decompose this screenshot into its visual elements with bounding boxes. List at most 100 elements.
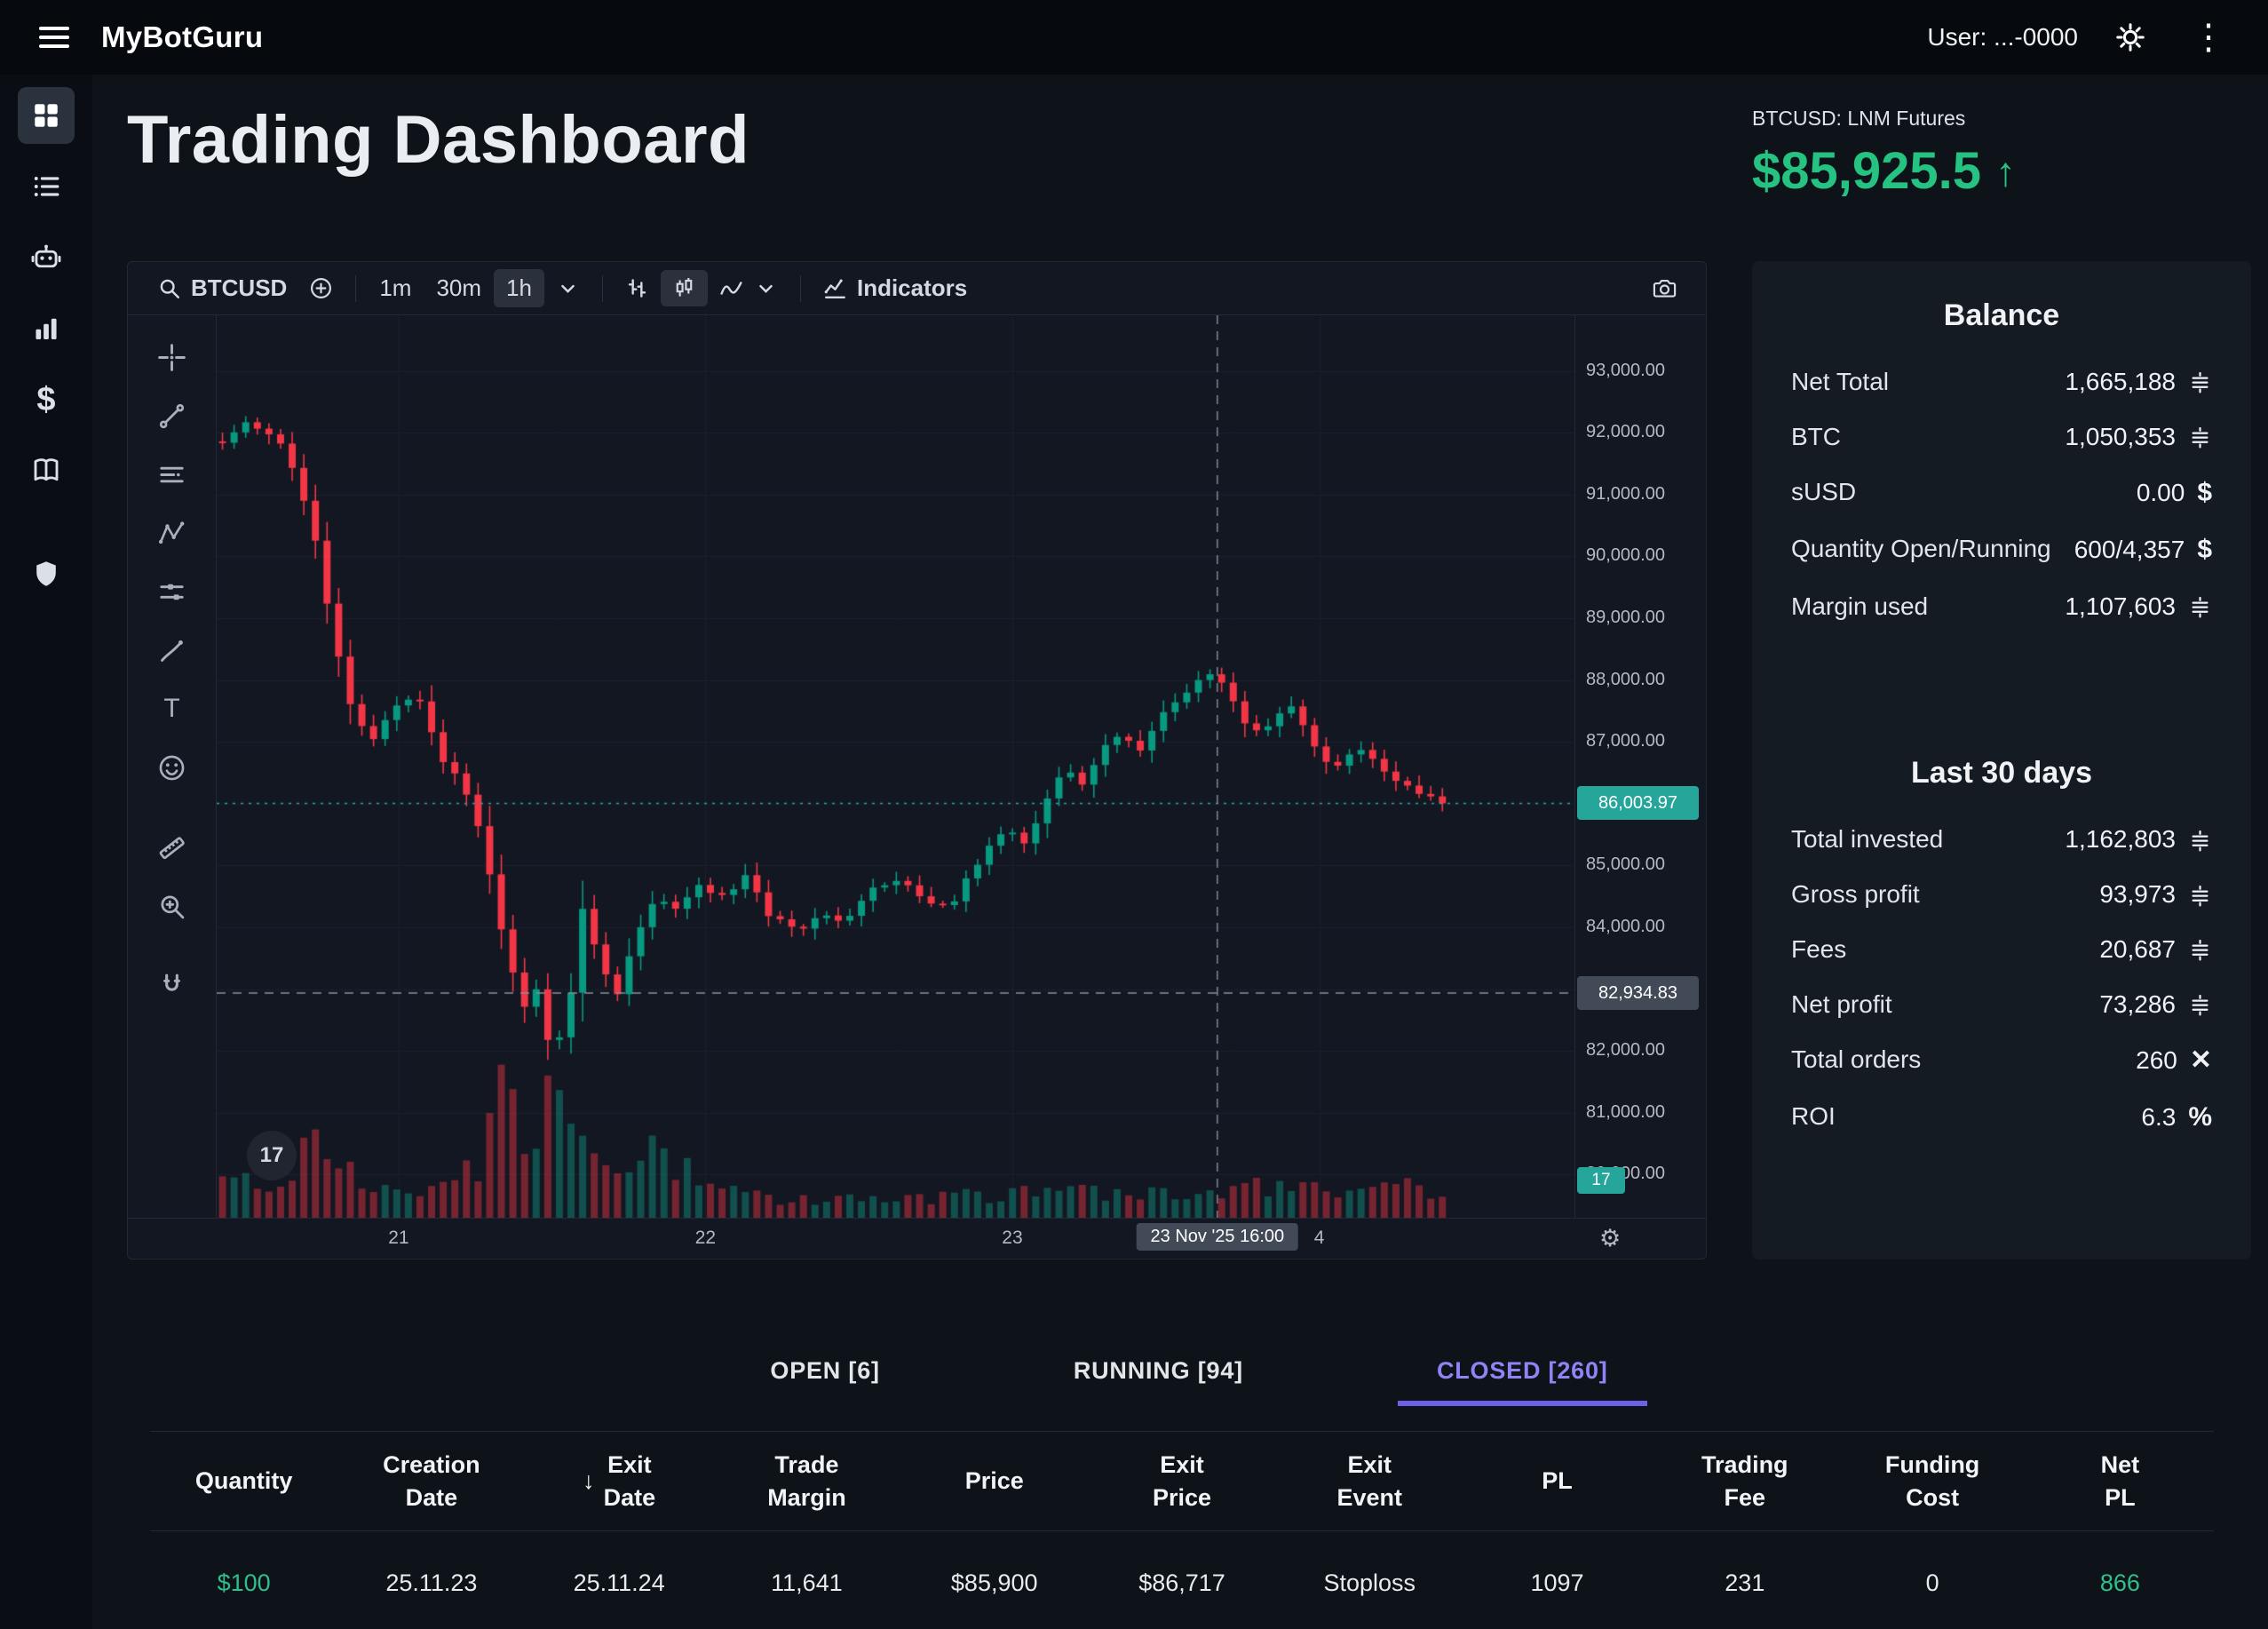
sidebar-item-stats[interactable]: [18, 300, 75, 357]
chart-plot-area[interactable]: 17: [217, 315, 1574, 1218]
balance-row-label: Net Total: [1791, 368, 1889, 395]
tradingview-logo[interactable]: 17: [247, 1131, 297, 1180]
trend-line-tool-button[interactable]: [147, 386, 198, 445]
crosshair-icon: [158, 343, 186, 371]
area-style-button[interactable]: [708, 270, 789, 306]
column-header[interactable]: PL: [1463, 1465, 1651, 1498]
balance-row-label: BTC: [1791, 422, 1841, 450]
column-header[interactable]: ↓ Exit Date: [526, 1449, 713, 1514]
time-tick-label: 22: [694, 1228, 717, 1248]
sats-icon: [2188, 594, 2212, 618]
shield-icon: [36, 561, 56, 586]
indicators-button[interactable]: Indicators: [812, 269, 978, 307]
column-header[interactable]: Net PL: [2026, 1449, 2214, 1514]
value-text: 93,973: [2099, 880, 2176, 909]
balance-rows: Net Total 1,665,188: [1791, 365, 2212, 623]
sats-icon: [2188, 370, 2212, 393]
candle-style-icon: [676, 278, 693, 297]
magnet-tool-button[interactable]: [147, 957, 198, 1015]
tradingview-glyph: 17: [259, 1143, 284, 1167]
horizontal-lines-tool-button[interactable]: [147, 445, 198, 504]
timeframe-1h-button[interactable]: 1h: [494, 269, 544, 307]
column-header[interactable]: Trade Margin: [713, 1449, 900, 1514]
ruler-tool-button[interactable]: [147, 818, 198, 877]
brush-tool-button[interactable]: [147, 621, 198, 679]
kebab-icon: ⋮: [2191, 18, 2226, 57]
chart-panel: BTCUSD 1m 30m 1h: [127, 261, 1707, 1259]
column-header[interactable]: Exit Event: [1276, 1449, 1463, 1514]
tab-running[interactable]: RUNNING [94]: [1035, 1345, 1282, 1406]
candlestick-chart-canvas[interactable]: [217, 315, 1574, 1218]
timeframe-1m-button[interactable]: 1m: [367, 269, 424, 307]
ticker-label: BTCUSD: LNM Futures: [1752, 107, 1966, 130]
ticker-price-value: $85,925.5: [1752, 142, 1982, 200]
pattern-tool-button[interactable]: [147, 504, 198, 562]
sidebar-item-orders[interactable]: [18, 158, 75, 215]
value-text: 260: [2136, 1045, 2177, 1074]
price-tick-label: 89,000.00: [1586, 607, 1665, 627]
sidebar-item-finance[interactable]: $: [18, 371, 75, 428]
value-text: 1,665,188: [2065, 368, 2176, 395]
stats-row-label: ROI: [1791, 1102, 1836, 1131]
app-title: MyBotGuru: [101, 20, 264, 53]
sidebar-item-bots[interactable]: [18, 229, 75, 286]
price-tick-label: 82,000.00: [1586, 1040, 1665, 1061]
chart-settings-button[interactable]: ⚙: [1599, 1225, 1621, 1252]
column-header[interactable]: Trading Fee: [1651, 1449, 1838, 1514]
header-line-1: Trade: [774, 1450, 839, 1478]
more-menu-button[interactable]: ⋮: [2183, 12, 2234, 63]
bar-style-button[interactable]: [614, 270, 661, 306]
symbol-search-button[interactable]: BTCUSD: [146, 269, 297, 307]
header-line-2: Event: [1336, 1483, 1403, 1511]
price-axis[interactable]: 93,000.00 92,000.00 91,000.00 90,000.00 89,0…: [1574, 315, 1706, 1218]
orders-table-body: $100 25.11.23 25.11.24 11,641 $85,900 $8…: [150, 1531, 2214, 1629]
sidebar-item-security[interactable]: [18, 545, 75, 602]
header-line-1: Exit: [1347, 1450, 1392, 1478]
toolbar-separator: [799, 274, 801, 302]
table-row[interactable]: $100 25.11.23 25.11.24 11,641 $85,900 $8…: [150, 1531, 2214, 1629]
column-header[interactable]: Exit Price: [1088, 1449, 1275, 1514]
candle-style-button[interactable]: [660, 270, 708, 306]
area-style-icon: [720, 282, 742, 295]
column-header[interactable]: Creation Date: [337, 1449, 525, 1514]
price-tick-label: 88,000.00: [1586, 669, 1665, 689]
sidebar-item-docs[interactable]: [18, 442, 75, 499]
ticker: BTCUSD: LNM Futures $85,925.5 ↑: [1752, 101, 2251, 201]
timeframe-dropdown-button[interactable]: [544, 270, 591, 306]
timeframe-30m-button[interactable]: 30m: [424, 269, 494, 307]
time-axis[interactable]: 21 22 23 4 23 Nov '25 16:00 ⚙: [128, 1218, 1706, 1259]
cell-pl: 1097: [1530, 1569, 1584, 1596]
emoji-tool-button[interactable]: [147, 738, 198, 797]
theme-toggle-button[interactable]: [2105, 12, 2156, 63]
zoom-tool-button[interactable]: [147, 877, 198, 935]
sats-icon: [2188, 828, 2212, 852]
tab-open[interactable]: OPEN [6]: [731, 1345, 918, 1406]
price-tick-label: 93,000.00: [1586, 360, 1665, 380]
column-header[interactable]: Quantity: [150, 1465, 337, 1498]
menu-icon[interactable]: [34, 16, 75, 59]
header-line-2: PL: [2105, 1483, 2136, 1511]
compare-add-button[interactable]: [297, 270, 345, 306]
stats-row-label: Net profit: [1791, 989, 1892, 1018]
price-up-arrow-icon: ↑: [1995, 147, 2017, 195]
column-header[interactable]: Price: [900, 1465, 1088, 1498]
header-line-2: Fee: [1724, 1483, 1766, 1511]
price-tick-label: 84,000.00: [1586, 916, 1665, 936]
unit-glyph: $: [2197, 477, 2212, 507]
tab-closed[interactable]: CLOSED [260]: [1397, 1345, 1647, 1406]
snapshot-button[interactable]: [1641, 270, 1688, 306]
price-tick-label: 92,000.00: [1586, 422, 1665, 442]
sats-icon: [2188, 425, 2212, 449]
cell-exit-price: $86,717: [1138, 1569, 1225, 1596]
text-tool-button[interactable]: T: [147, 679, 198, 738]
time-tick-label: 23: [1002, 1228, 1023, 1248]
crosshair-tool-button[interactable]: [147, 328, 198, 386]
value-text: 73,286: [2099, 989, 2176, 1018]
forecast-tool-button[interactable]: [147, 562, 198, 621]
stats-row-value: 6.3 %: [2141, 1100, 2212, 1136]
cell-exit-event: Stoploss: [1323, 1569, 1416, 1596]
column-header[interactable]: Funding Cost: [1838, 1449, 2026, 1514]
value-text: 1,050,353: [2065, 422, 2176, 450]
orders-tabs: OPEN [6] RUNNING [94] CLOSED [260]: [127, 1345, 2251, 1406]
sidebar-item-dashboard[interactable]: [18, 87, 75, 144]
